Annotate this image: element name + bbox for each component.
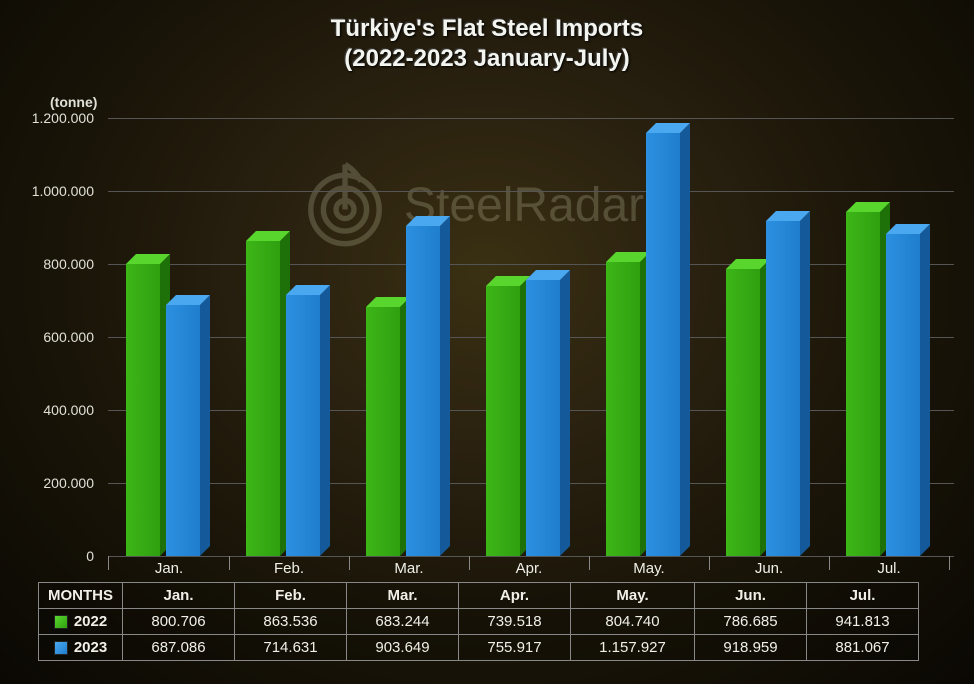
table-cell: 739.518 [459,609,571,635]
bar [126,264,160,556]
x-sep [709,556,710,570]
bar-side [680,123,690,556]
x-category-label: Jul. [836,560,942,577]
col-header: Jul. [807,583,919,609]
series-name: 2022 [74,613,107,630]
x-sep [349,556,350,570]
bar [286,295,320,556]
col-header: Mar. [347,583,459,609]
col-header: Apr. [459,583,571,609]
bar-front [246,241,280,556]
bar-front [366,307,400,556]
col-header: Jan. [123,583,235,609]
table-row: 2023 687.086 714.631 903.649 755.917 1.1… [39,635,919,661]
bar [766,221,800,556]
chart-container: Türkiye's Flat Steel Imports (2022-2023 … [0,0,974,684]
bar-front [846,212,880,556]
x-sep [229,556,230,570]
bar [166,305,200,556]
table-cell: 881.067 [807,635,919,661]
data-table: MONTHS Jan. Feb. Mar. Apr. May. Jun. Jul… [38,582,919,661]
table-cell: 786.685 [695,609,807,635]
col-header: Jun. [695,583,807,609]
series-name: 2023 [74,639,107,656]
table-cell: 804.740 [571,609,695,635]
bar [886,234,920,556]
table-cell: 687.086 [123,635,235,661]
bar-front [526,280,560,556]
x-sep [589,556,590,570]
square-icon [54,615,68,629]
title-line-1: Türkiye's Flat Steel Imports [331,15,643,42]
table-cell: 1.157.927 [571,635,695,661]
x-category-label: Jun. [716,560,822,577]
x-sep [949,556,950,570]
x-sep [108,556,109,570]
table-cell: 755.917 [459,635,571,661]
bar [526,280,560,556]
y-tick-label: 0 [14,548,94,564]
bar-front [606,262,640,556]
bar-side [800,211,810,556]
series-legend: 2022 [39,609,123,635]
bar-front [646,133,680,556]
bar-front [126,264,160,556]
bar [726,269,760,556]
gridline [108,556,954,557]
bar [406,226,440,556]
y-tick-label: 200.000 [14,475,94,491]
bar-front [766,221,800,556]
table-cell: 800.706 [123,609,235,635]
square-icon [54,641,68,655]
bar-front [166,305,200,556]
bar-front [286,295,320,556]
table-cell: 941.813 [807,609,919,635]
table-cell: 683.244 [347,609,459,635]
y-tick-label: 400.000 [14,402,94,418]
bar-front [726,269,760,556]
bar-side [920,224,930,556]
x-category-label: Mar. [356,560,462,577]
col-header: May. [571,583,695,609]
title-line-2: (2022-2023 January-July) [344,45,630,72]
x-sep [829,556,830,570]
bar-side [200,295,210,556]
series-legend: 2023 [39,635,123,661]
table-cell: 863.536 [235,609,347,635]
y-axis-unit: (tonne) [50,94,97,110]
table-cell: 714.631 [235,635,347,661]
chart-title: Türkiye's Flat Steel Imports (2022-2023 … [0,14,974,74]
bar-side [320,285,330,556]
bar [606,262,640,556]
bar [246,241,280,556]
table-row: 2022 800.706 863.536 683.244 739.518 804… [39,609,919,635]
x-sep [469,556,470,570]
x-category-label: Feb. [236,560,342,577]
y-tick-label: 1.200.000 [14,110,94,126]
y-tick-label: 1.000.000 [14,183,94,199]
x-category-label: Jan. [116,560,222,577]
plot-area [108,118,954,556]
table-cell: 903.649 [347,635,459,661]
table-cell: 918.959 [695,635,807,661]
bar-front [486,286,520,556]
x-category-label: May. [596,560,702,577]
bar-front [886,234,920,556]
bar [646,133,680,556]
table-header-row: MONTHS Jan. Feb. Mar. Apr. May. Jun. Jul… [39,583,919,609]
bar-side [560,270,570,556]
bar-front [406,226,440,556]
y-tick-label: 800.000 [14,256,94,272]
y-tick-label: 600.000 [14,329,94,345]
bar [366,307,400,556]
bar-side [440,216,450,556]
col-header: Feb. [235,583,347,609]
bar [486,286,520,556]
x-category-label: Apr. [476,560,582,577]
bar [846,212,880,556]
x-axis-label: MONTHS [39,583,123,609]
